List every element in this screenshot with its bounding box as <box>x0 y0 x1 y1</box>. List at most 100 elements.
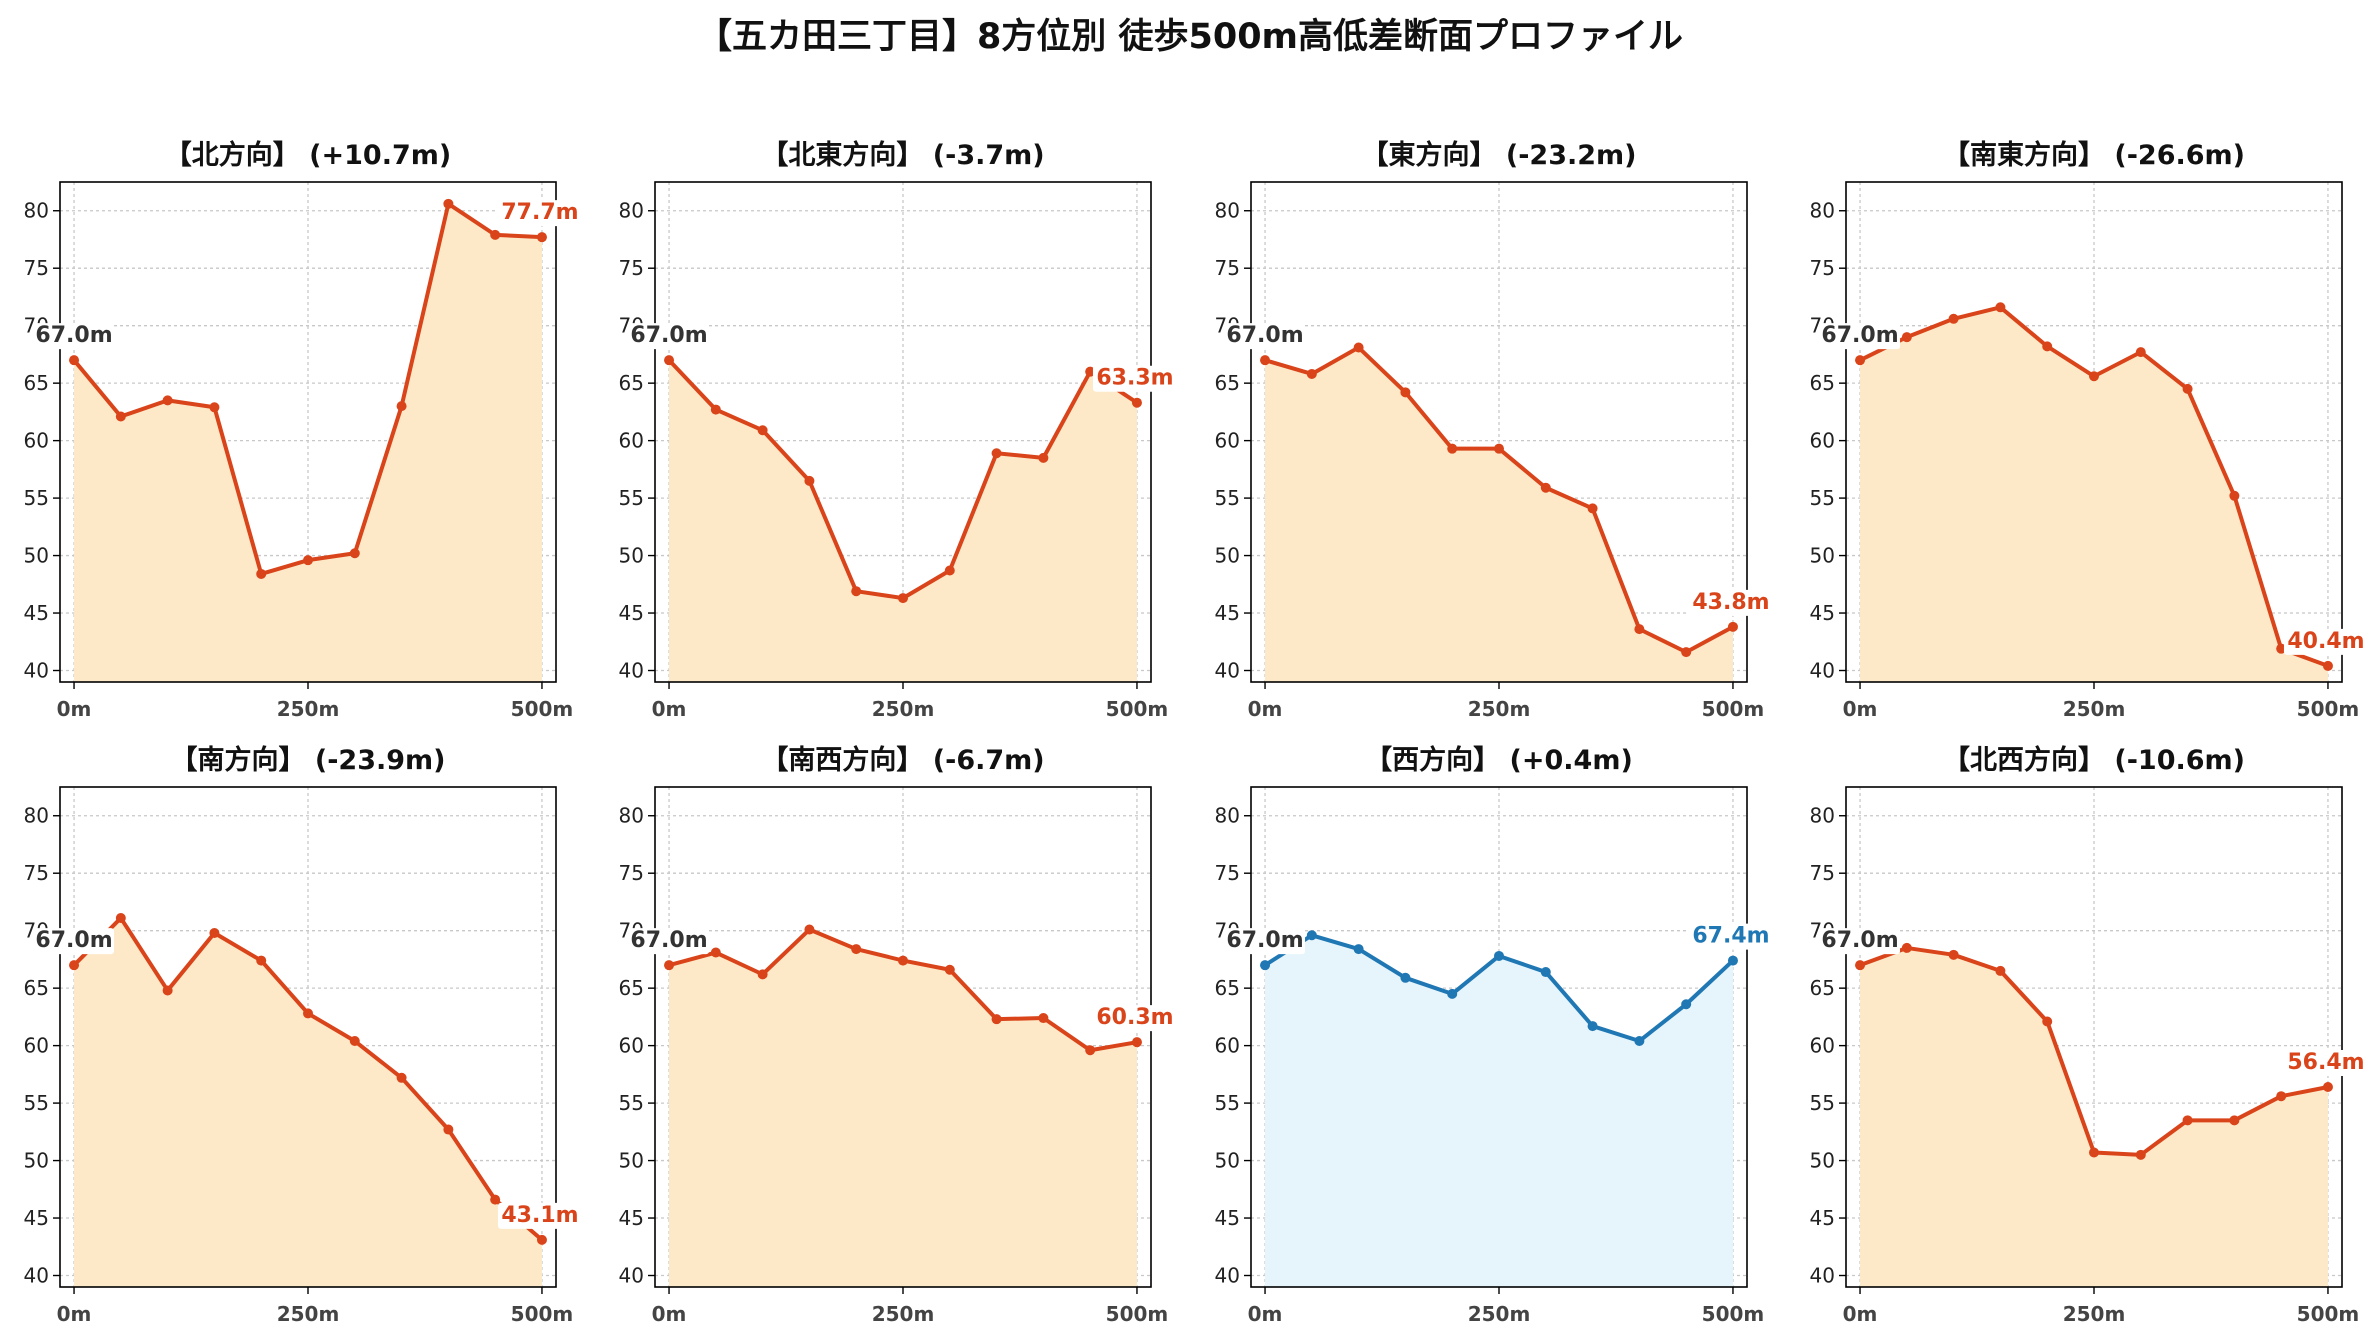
start-elevation-label: 67.0m <box>1821 323 1898 348</box>
data-point <box>1038 1013 1049 1024</box>
y-tick-label: 45 <box>24 601 49 625</box>
data-point <box>2229 490 2240 501</box>
data-point <box>1353 944 1364 955</box>
subplot-title: 【東方向】 (-23.2m) <box>1361 139 1636 171</box>
y-tick-label: 75 <box>24 256 49 280</box>
y-tick-label: 55 <box>1810 486 1835 510</box>
data-point <box>804 924 815 935</box>
start-elevation-label: 67.0m <box>35 928 112 953</box>
figure-title: 【五カ田三丁目】8方位別 徒歩500m高低差断面プロファイル <box>696 17 1684 57</box>
start-label-box <box>34 323 115 350</box>
y-tick-label: 40 <box>1810 659 1835 683</box>
x-tick-label: 500m <box>2297 697 2360 721</box>
data-point <box>1260 355 1271 366</box>
x-tick-label: 500m <box>1702 1302 1765 1326</box>
data-point <box>2042 1016 2053 1027</box>
start-label-box <box>1225 928 1306 955</box>
y-tick-label: 40 <box>1810 1264 1835 1288</box>
start-elevation-label: 67.0m <box>1821 928 1898 953</box>
data-point <box>1494 443 1504 454</box>
x-tick-label: 250m <box>2063 697 2126 721</box>
end-label-box <box>497 200 582 227</box>
x-tick-label: 0m <box>57 1302 92 1326</box>
data-point <box>1587 1021 1598 1032</box>
data-point <box>1855 960 1866 971</box>
data-point <box>1131 397 1142 408</box>
y-tick-label: 60 <box>24 1034 49 1058</box>
y-tick-label: 50 <box>619 544 644 568</box>
y-tick-label: 40 <box>24 1264 49 1288</box>
data-point <box>256 568 267 579</box>
data-point <box>1400 387 1411 398</box>
data-point <box>1400 972 1411 983</box>
end-label-box <box>1092 365 1177 392</box>
y-tick-label: 55 <box>619 486 644 510</box>
end-elevation-label: 67.4m <box>1692 924 1769 949</box>
y-tick-label: 60 <box>24 429 49 453</box>
y-tick-label: 80 <box>24 199 49 223</box>
data-point <box>1995 965 2006 976</box>
y-tick-label: 45 <box>1810 601 1835 625</box>
data-point <box>1587 503 1598 514</box>
data-point <box>664 960 675 971</box>
elevation-area <box>669 929 1137 1287</box>
data-point <box>1948 949 1959 960</box>
end-elevation-label: 77.7m <box>501 200 578 225</box>
y-tick-label: 50 <box>619 1149 644 1173</box>
elevation-area <box>1860 307 2328 682</box>
data-point <box>1447 443 1458 454</box>
elevation-area <box>74 918 542 1287</box>
y-tick-label: 60 <box>1810 429 1835 453</box>
start-elevation-label: 67.0m <box>630 928 707 953</box>
x-tick-label: 500m <box>1106 697 1169 721</box>
y-tick-label: 40 <box>24 659 49 683</box>
y-tick-label: 75 <box>619 256 644 280</box>
data-point <box>396 401 407 412</box>
y-tick-label: 40 <box>1215 659 1240 683</box>
data-point <box>209 927 220 938</box>
y-tick-label: 80 <box>1810 199 1835 223</box>
data-point <box>162 985 173 996</box>
data-point <box>710 947 721 958</box>
data-point <box>2135 1149 2146 1160</box>
x-tick-label: 500m <box>1106 1302 1169 1326</box>
end-elevation-label: 43.1m <box>501 1203 578 1228</box>
end-label-box <box>2283 628 2368 655</box>
y-tick-label: 60 <box>1810 1034 1835 1058</box>
data-point <box>2182 383 2193 394</box>
start-elevation-label: 67.0m <box>1226 928 1303 953</box>
data-point <box>1085 1045 1096 1056</box>
data-point <box>710 404 721 415</box>
data-point <box>1634 1036 1645 1047</box>
data-point <box>2322 660 2333 671</box>
y-tick-label: 55 <box>24 486 49 510</box>
end-elevation-label: 60.3m <box>1096 1005 1173 1030</box>
end-elevation-label: 63.3m <box>1096 366 1173 391</box>
data-point <box>2229 1115 2240 1126</box>
data-point <box>69 960 80 971</box>
y-tick-label: 80 <box>1215 804 1240 828</box>
y-tick-label: 75 <box>1215 861 1240 885</box>
end-label-box <box>1688 589 1773 616</box>
data-point <box>2322 1082 2333 1092</box>
y-tick-label: 50 <box>24 544 49 568</box>
y-tick-label: 45 <box>619 1206 644 1230</box>
data-point <box>490 229 501 240</box>
data-point <box>1948 313 1959 324</box>
y-tick-label: 45 <box>1810 1206 1835 1230</box>
y-tick-label: 45 <box>24 1206 49 1230</box>
data-point <box>1353 342 1364 353</box>
y-tick-label: 65 <box>1810 371 1835 395</box>
data-point <box>664 355 675 366</box>
x-tick-label: 250m <box>872 697 935 721</box>
y-tick-label: 40 <box>1215 1264 1240 1288</box>
start-label-box <box>629 928 710 955</box>
data-point <box>1306 368 1317 379</box>
y-tick-label: 50 <box>24 1149 49 1173</box>
x-tick-label: 250m <box>872 1302 935 1326</box>
data-point <box>2089 1147 2099 1158</box>
x-tick-label: 0m <box>1843 697 1878 721</box>
data-point <box>1681 647 1692 658</box>
y-tick-label: 75 <box>24 861 49 885</box>
y-tick-label: 80 <box>1810 804 1835 828</box>
